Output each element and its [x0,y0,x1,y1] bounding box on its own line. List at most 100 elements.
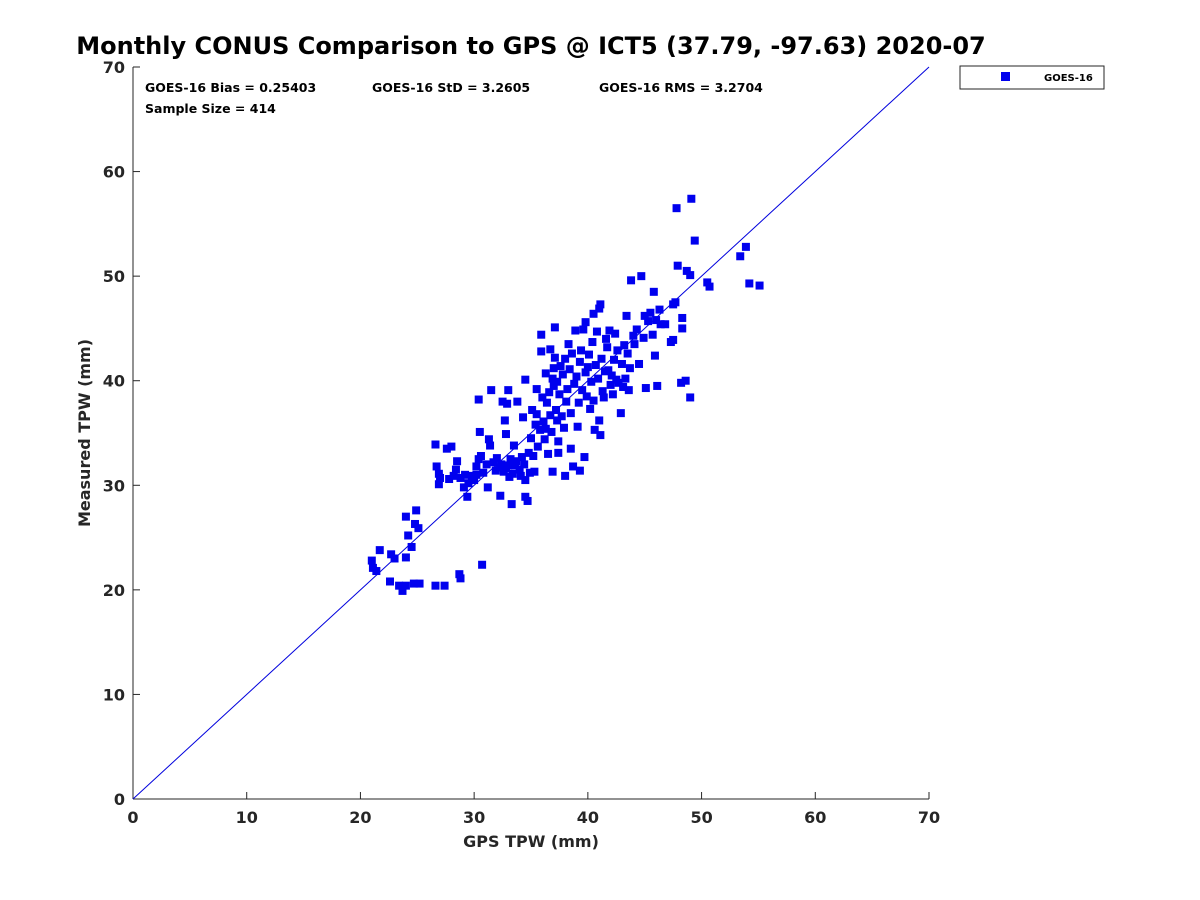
data-point [517,453,526,462]
data-point [497,460,506,469]
data-point [538,393,547,402]
data-point [455,570,464,579]
x-tick-label: 50 [690,808,712,827]
data-point [587,377,596,386]
data-point [603,343,612,352]
data-point [516,471,525,480]
data-point [571,326,580,335]
data-point [677,378,686,387]
data-point [513,397,522,406]
data-point [442,444,451,453]
data-point [577,346,586,355]
data-point [681,376,690,385]
data-point [467,471,476,480]
data-point [608,390,617,399]
data-point [621,374,630,383]
data-point [515,465,524,474]
data-point [632,325,641,334]
data-point [579,325,588,334]
data-point [630,340,639,349]
data-point [431,440,440,449]
data-point [451,465,460,474]
data-point [507,500,516,509]
data-point [570,379,579,388]
data-point [464,479,473,488]
data-point [682,266,691,275]
data-point [447,442,456,451]
stat-std: GOES-16 StD = 3.2605 [372,80,530,95]
chart-title: Monthly CONUS Comparison to GPS @ ICT5 (… [76,32,986,60]
data-point [575,357,584,366]
data-point [678,324,687,333]
data-point [503,399,512,408]
data-point [541,369,550,378]
data-point [508,469,517,478]
data-point [595,304,604,313]
data-point [546,411,555,420]
data-point [484,435,493,444]
data-point [687,194,696,203]
data-point [548,467,557,476]
data-point [434,480,443,489]
data-point [745,279,754,288]
data-point [567,349,576,358]
data-point [623,349,632,358]
data-point [414,524,423,533]
data-point [537,347,546,356]
data-point [401,581,410,590]
data-point [606,380,615,389]
data-point [459,483,468,492]
data-point [573,422,582,431]
data-point [482,460,491,469]
data-point [583,363,592,372]
data-point [409,579,418,588]
data-point [610,355,619,364]
data-point [367,556,376,565]
data-point [650,351,659,360]
data-point [574,398,583,407]
data-point [395,581,404,590]
data-point [637,272,646,281]
legend-box [959,65,1105,90]
data-point [648,330,657,339]
data-point [545,388,554,397]
data-point [596,431,605,440]
data-point [529,452,538,461]
data-point [375,546,384,555]
data-point [501,430,510,439]
data-point [590,425,599,434]
data-point [498,397,507,406]
data-point [635,359,644,368]
data-point [614,378,623,387]
data-point [604,366,613,375]
data-point [486,441,495,450]
y-tick-label: 10 [103,685,125,704]
data-point [640,311,649,320]
data-point [470,476,479,485]
data-point [553,377,562,386]
x-tick-label: 70 [918,808,940,827]
plot-area: 0 10 20 30 40 50 60 70 0 10 20 30 40 50 60 70 [103,58,940,827]
data-point [641,384,650,393]
data-point [644,317,653,326]
x-tick-label: 20 [349,808,371,827]
data-point [669,335,678,344]
data-point [652,316,661,325]
y-tick-label: 20 [103,581,125,600]
data-point [554,448,563,457]
data-point [605,326,614,335]
data-point [566,444,575,453]
legend: GOES-16 [959,65,1105,90]
data-point [563,385,572,394]
data-point [385,577,394,586]
data-point [476,452,485,461]
data-point [528,405,537,414]
one-to-one-reference-line [132,66,930,800]
data-point [449,471,458,480]
data-point [625,364,634,373]
data-point [524,448,533,457]
x-tick-label: 0 [127,808,138,827]
data-point [461,470,470,479]
data-point [463,492,472,501]
data-point [588,338,597,347]
